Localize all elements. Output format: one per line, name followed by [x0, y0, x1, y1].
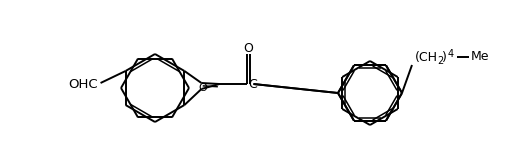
- Text: ): ): [442, 51, 447, 63]
- Text: O: O: [243, 42, 253, 55]
- Text: C: C: [248, 79, 257, 91]
- Text: 4: 4: [448, 49, 454, 59]
- Text: (CH: (CH: [415, 51, 438, 63]
- Text: OHC: OHC: [68, 77, 98, 90]
- Text: Me: Me: [471, 51, 490, 63]
- Text: 2: 2: [437, 56, 443, 66]
- Text: O: O: [198, 83, 207, 93]
